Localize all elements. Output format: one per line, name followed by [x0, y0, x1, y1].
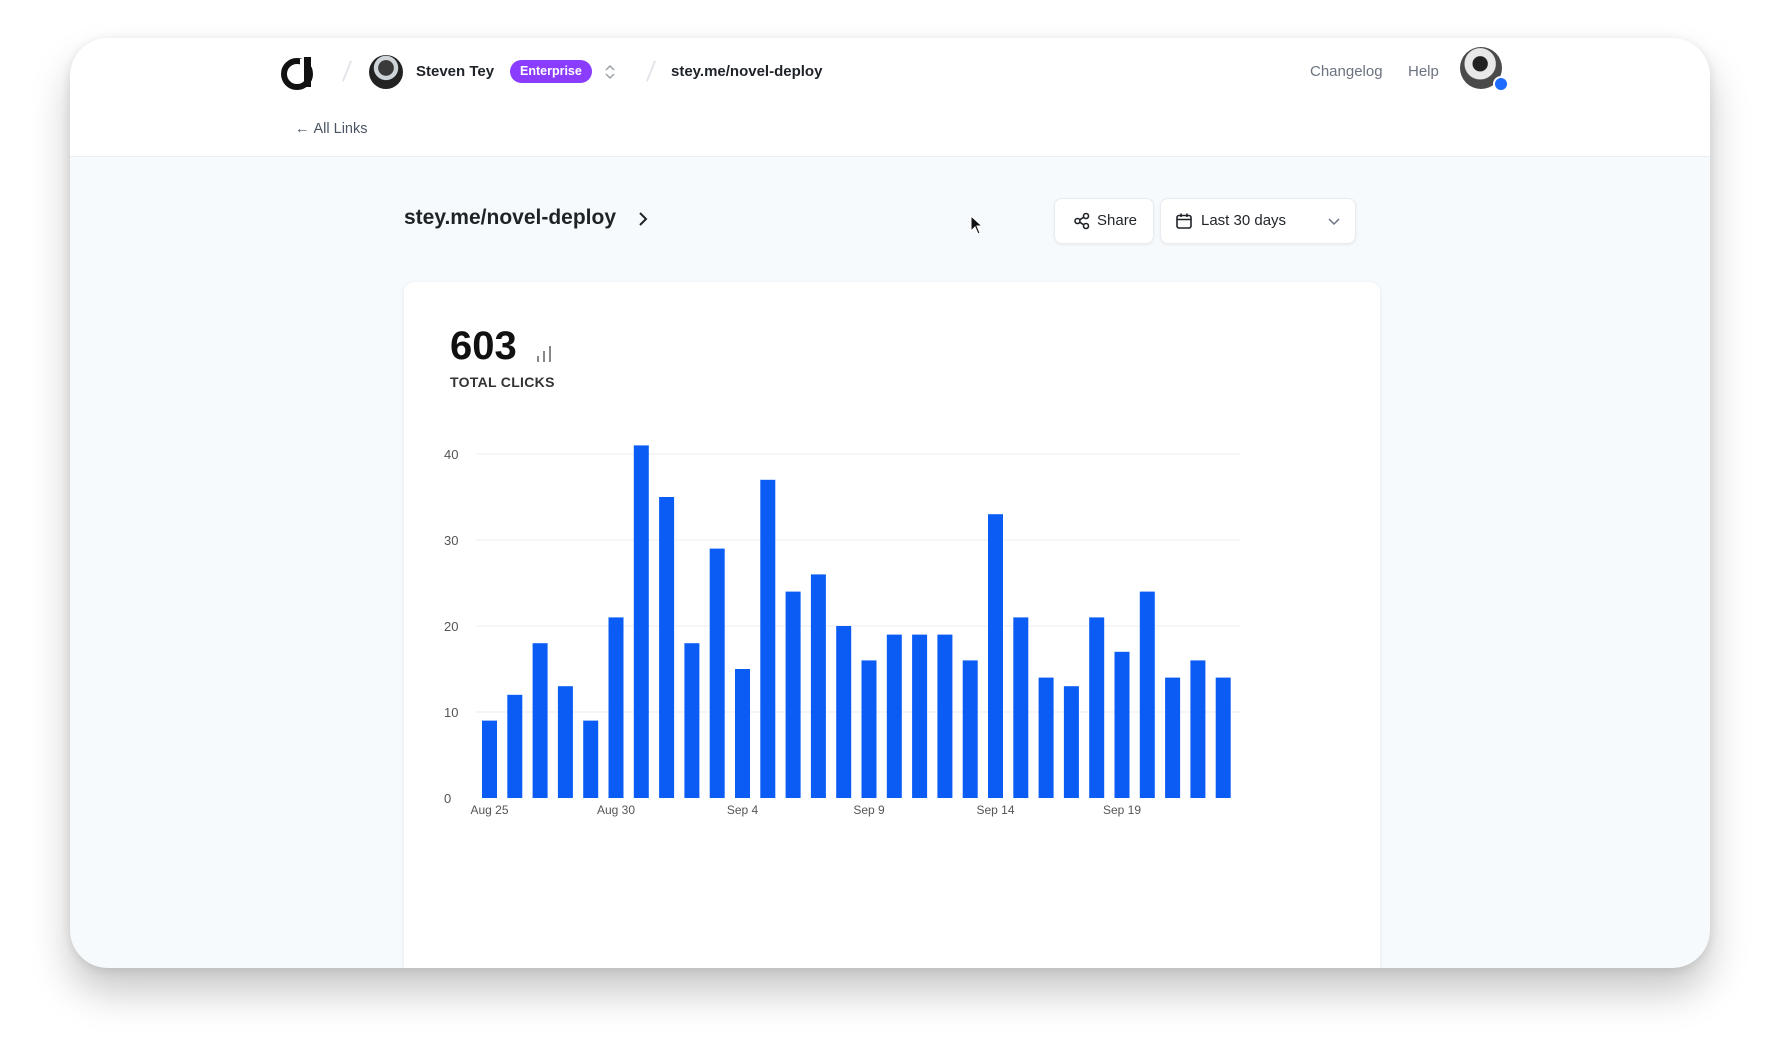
chevron-down-icon: [1328, 218, 1340, 226]
back-link-label: All Links: [313, 121, 368, 137]
share-label: Share: [1097, 212, 1138, 229]
bar: [557, 686, 573, 798]
breadcrumb-current-link[interactable]: stey.me/novel-deploy: [671, 63, 823, 80]
page-title[interactable]: stey.me/novel-deploy: [404, 206, 617, 229]
bar: [608, 617, 624, 798]
bar: [1139, 591, 1155, 798]
bar: [709, 548, 725, 798]
bar: [861, 660, 877, 798]
bar: [785, 591, 801, 798]
bar: [962, 660, 978, 798]
x-tick-label: Sep 9: [853, 803, 885, 817]
header-row: Steven Tey Enterprise stey.me/novel-depl…: [70, 38, 1710, 110]
x-tick-label: Sep 19: [1103, 803, 1141, 817]
y-tick-label: 10: [444, 705, 458, 720]
bar: [532, 643, 548, 798]
y-tick-label: 20: [444, 619, 458, 634]
bar: [760, 479, 776, 798]
app-logo-icon[interactable]: [280, 55, 316, 91]
breadcrumb-separator: [341, 60, 353, 82]
help-link[interactable]: Help: [1408, 63, 1439, 80]
bar: [1165, 677, 1181, 798]
date-range-select[interactable]: Last 30 days: [1160, 198, 1356, 244]
avatar[interactable]: [369, 55, 403, 89]
bar-chart-icon: [537, 346, 551, 362]
breadcrumb-separator: [645, 60, 657, 82]
date-range-label: Last 30 days: [1201, 212, 1287, 229]
mouse-cursor-icon: [970, 215, 984, 235]
clicks-bar-chart: 0 10 20 30 40 Aug 25 Aug 30 Sep 4 Sep 9 Sep 14 Sep…: [444, 445, 1240, 817]
plan-badge: Enterprise: [510, 60, 592, 83]
y-tick-label: 30: [444, 533, 458, 548]
bar: [1215, 677, 1231, 798]
bar: [886, 634, 902, 798]
bar: [507, 694, 523, 798]
bar: [1038, 677, 1054, 798]
total-clicks-value: 603: [450, 324, 517, 368]
analytics-card: 603 TOTAL CLICKS 0 10 20 30 40 Aug 25 Aug 30 Se…: [404, 282, 1380, 968]
y-tick-label: 40: [444, 447, 458, 462]
bar: [482, 720, 497, 798]
bar: [1013, 617, 1029, 798]
bar: [1063, 686, 1079, 798]
bar: [836, 626, 852, 798]
bar: [633, 445, 649, 798]
online-status-dot: [1493, 76, 1509, 92]
top-navigation: Steven Tey Enterprise stey.me/novel-depl…: [70, 38, 1710, 157]
share-button[interactable]: Share: [1054, 198, 1154, 244]
calendar-icon: [1176, 213, 1192, 229]
back-to-all-links[interactable]: ← All Links: [295, 121, 368, 137]
share-icon: [1074, 212, 1090, 230]
browser-window: Steven Tey Enterprise stey.me/novel-depl…: [70, 38, 1710, 968]
y-tick-label: 0: [444, 791, 451, 806]
arrow-left-icon: ←: [295, 121, 310, 137]
chevron-updown-icon[interactable]: [604, 63, 616, 81]
bar: [735, 669, 750, 798]
bar: [1114, 651, 1130, 798]
bar: [1190, 660, 1206, 798]
bar: [583, 720, 599, 798]
changelog-link[interactable]: Changelog: [1310, 63, 1383, 80]
bar: [1089, 617, 1105, 798]
bar: [912, 634, 928, 798]
bar: [659, 497, 675, 798]
total-clicks-label: TOTAL CLICKS: [450, 374, 555, 390]
x-tick-label: Aug 25: [470, 803, 508, 817]
bar: [937, 634, 953, 798]
chevron-right-icon[interactable]: [637, 210, 649, 228]
user-name[interactable]: Steven Tey: [416, 63, 495, 80]
bar: [988, 514, 1003, 798]
x-tick-label: Sep 14: [976, 803, 1014, 817]
x-tick-label: Sep 4: [727, 803, 759, 817]
bar: [810, 574, 826, 798]
x-tick-label: Aug 30: [597, 803, 635, 817]
bar: [684, 643, 700, 798]
